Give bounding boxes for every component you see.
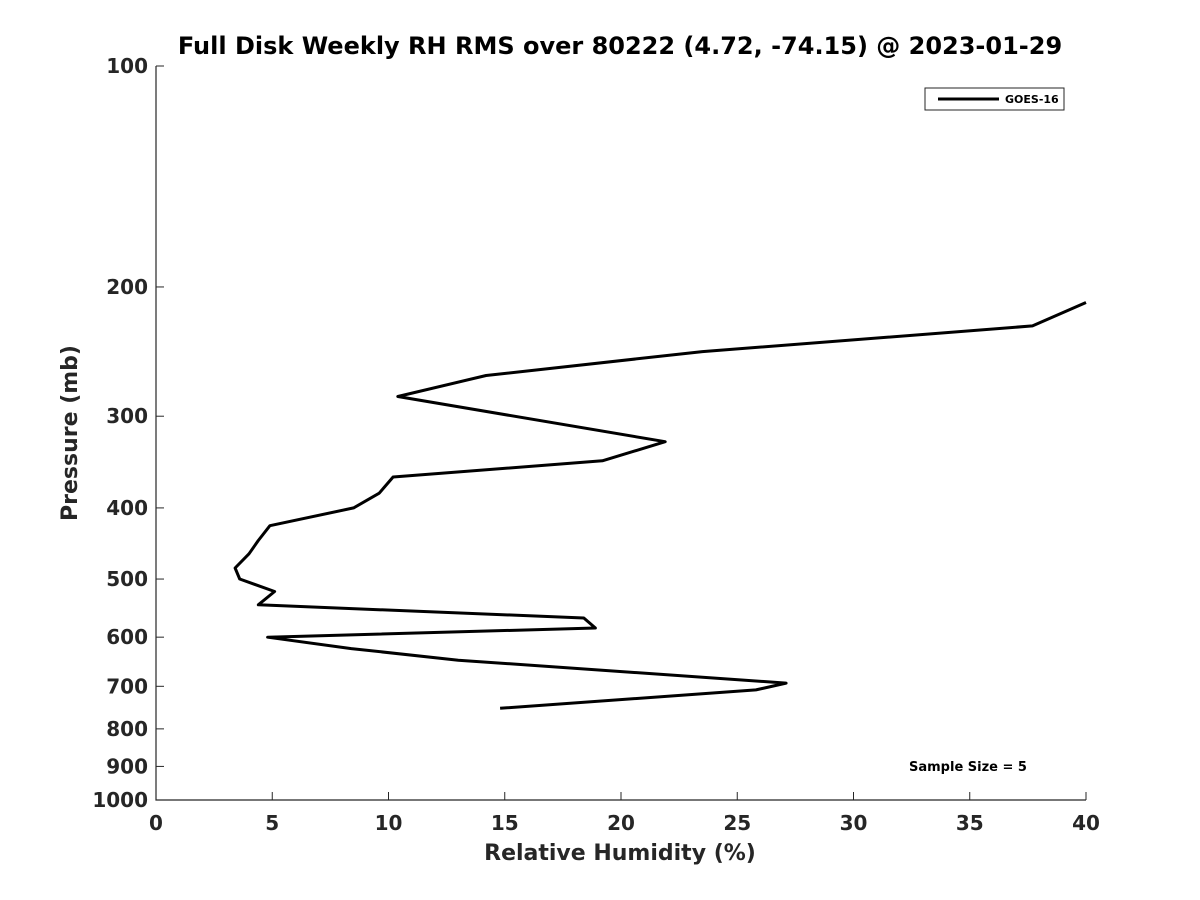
- y-tick-label: 100: [106, 54, 148, 78]
- y-tick-label: 500: [106, 567, 148, 591]
- chart-title: Full Disk Weekly RH RMS over 80222 (4.72…: [178, 32, 1062, 60]
- x-tick-label: 15: [491, 811, 519, 835]
- legend: GOES-16: [924, 87, 1065, 111]
- x-axis-label: Relative Humidity (%): [484, 841, 756, 866]
- axes-frame: [155, 66, 1086, 801]
- y-axis-ticks: 100 200 300 400 500 600 700 800 900 1000: [92, 54, 164, 812]
- y-axis-label: Pressure (mb): [58, 345, 83, 521]
- y-tick-label: 600: [106, 625, 148, 649]
- y-tick-label: 300: [106, 404, 148, 428]
- x-axis-ticks: 0 5 10 15 20 25 30 35 40: [149, 792, 1100, 835]
- x-tick-label: 30: [840, 811, 868, 835]
- x-tick-label: 0: [149, 811, 163, 835]
- series-line-goes-16: [233, 301, 1087, 710]
- x-tick-label: 5: [265, 811, 279, 835]
- x-tick-label: 20: [607, 811, 635, 835]
- y-tick-label: 900: [106, 754, 148, 778]
- y-tick-label: 400: [106, 496, 148, 520]
- y-tick-label: 1000: [92, 788, 148, 812]
- y-tick-label: 700: [106, 674, 148, 698]
- sample-size-annotation: Sample Size = 5: [909, 760, 1027, 775]
- legend-label-goes-16: GOES-16: [1005, 93, 1059, 106]
- x-tick-label: 25: [723, 811, 751, 835]
- y-tick-label: 200: [106, 275, 148, 299]
- x-tick-label: 35: [956, 811, 984, 835]
- x-tick-label: 10: [375, 811, 403, 835]
- x-tick-label: 40: [1072, 811, 1100, 835]
- y-tick-label: 800: [106, 717, 148, 741]
